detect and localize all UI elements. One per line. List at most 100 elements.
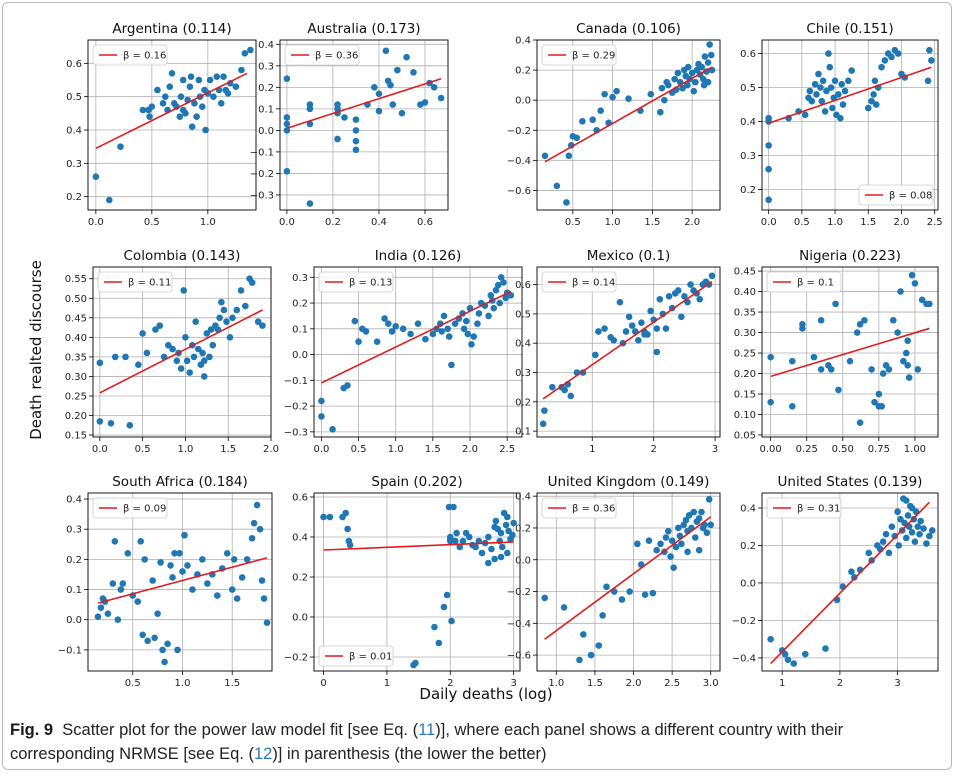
caption-ref-1[interactable]: 11: [418, 721, 436, 739]
data-point: [835, 386, 842, 394]
data-point: [765, 165, 772, 173]
y-tick-label: 0.2: [515, 397, 531, 408]
legend: β = 0.16: [92, 44, 168, 66]
data-point: [507, 292, 515, 299]
x-tick-label: 2.5: [664, 678, 680, 689]
caption-ref-2[interactable]: 12: [253, 745, 273, 763]
y-tick-label: 0.20: [734, 369, 756, 380]
data-point: [815, 70, 822, 78]
data-point: [254, 318, 262, 326]
data-point: [260, 595, 268, 602]
data-point: [238, 574, 246, 581]
data-point: [616, 298, 624, 306]
chart-panel-1: 0.0 0.5 1.0 0.2 0.3 0.4 0.5 0.6 Argentina (0.114…: [66, 21, 257, 228]
data-point: [259, 322, 266, 329]
data-point: [767, 635, 774, 643]
data-point: [589, 116, 596, 124]
x-tick-label: 0.25: [796, 444, 818, 455]
data-point: [904, 362, 912, 369]
data-point: [649, 589, 657, 597]
data-point: [561, 386, 568, 394]
x-tick-label: 2.0: [894, 217, 910, 228]
data-point: [492, 286, 500, 294]
data-point: [839, 101, 847, 108]
legend-box: [766, 497, 842, 519]
data-point: [699, 75, 707, 83]
x-tick-label: 1.0: [200, 217, 216, 228]
data-point: [200, 373, 208, 380]
y-tick-label: 0.5: [515, 309, 531, 320]
data-point: [448, 361, 455, 369]
data-point: [206, 76, 214, 84]
data-point: [223, 318, 230, 326]
y-tick-label: 0.55: [65, 274, 87, 285]
axes-frame: [761, 492, 939, 672]
x-tick-label: 2.5: [499, 444, 515, 455]
data-point: [176, 113, 184, 120]
data-point: [904, 337, 912, 345]
data-point: [902, 497, 910, 504]
data-point: [381, 315, 388, 322]
data-point: [459, 537, 467, 545]
data-point: [204, 580, 211, 587]
data-point: [384, 320, 392, 327]
data-point: [610, 336, 618, 344]
legend-box: [92, 497, 168, 519]
data-point: [407, 330, 414, 338]
legend-label: β = 0.13: [349, 278, 392, 289]
data-point: [485, 533, 492, 541]
data-point: [904, 512, 912, 519]
data-point: [109, 580, 117, 587]
data-point: [351, 317, 359, 325]
data-point: [902, 534, 910, 542]
data-point: [504, 513, 511, 521]
data-point: [452, 537, 459, 545]
y-tick-label: 0.3: [515, 368, 531, 379]
x-tick-label: 0.5: [144, 217, 160, 228]
legend-label: β = 0.31: [797, 504, 840, 515]
data-point: [229, 314, 236, 322]
legend-label: β = 0.36: [572, 504, 615, 515]
data-point: [491, 555, 498, 563]
data-point: [119, 580, 127, 587]
data-point: [704, 59, 712, 66]
data-point: [882, 530, 890, 538]
data-point: [841, 87, 849, 95]
panel-title: Mexico (0.1): [587, 248, 670, 264]
data-point: [665, 293, 673, 300]
data-point: [199, 556, 206, 563]
y-axis-label: Death realted discourse: [27, 260, 45, 440]
y-tick-label: −0.1: [250, 147, 274, 158]
data-point: [888, 523, 896, 531]
data-point: [462, 317, 470, 325]
data-point: [346, 541, 354, 549]
data-point: [698, 508, 705, 516]
data-point: [790, 660, 798, 667]
legend-box: [284, 44, 360, 66]
panel-title: Nigeria (0.223): [799, 248, 901, 264]
data-point: [662, 534, 670, 541]
axes-frame: [313, 492, 521, 672]
data-point: [895, 542, 903, 549]
data-point: [502, 521, 510, 529]
y-tick-label: 0.2: [740, 541, 756, 552]
legend-label: β = 0.14: [572, 278, 615, 289]
data-point: [664, 527, 672, 535]
data-point: [435, 639, 443, 647]
data-point: [799, 321, 806, 328]
data-point: [186, 83, 194, 90]
legend: β = 0.36: [284, 44, 360, 66]
data-point: [233, 595, 241, 602]
data-point: [601, 90, 608, 98]
data-point: [603, 583, 610, 591]
data-point: [560, 604, 568, 611]
data-point: [831, 77, 839, 85]
y-tick-label: −0.4: [507, 156, 531, 167]
data-point: [587, 651, 595, 659]
data-point: [263, 619, 271, 627]
data-point: [923, 540, 930, 547]
data-point: [117, 143, 124, 150]
data-point: [908, 504, 916, 512]
y-tick-label: 0.2: [66, 555, 82, 566]
data-point: [496, 299, 504, 307]
